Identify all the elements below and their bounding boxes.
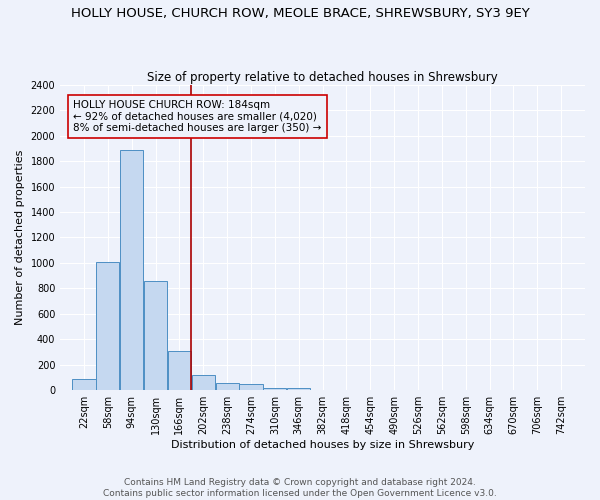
- Text: Contains HM Land Registry data © Crown copyright and database right 2024.
Contai: Contains HM Land Registry data © Crown c…: [103, 478, 497, 498]
- Bar: [168, 350, 191, 390]
- Y-axis label: Number of detached properties: Number of detached properties: [15, 150, 25, 325]
- Bar: [239, 384, 263, 390]
- Title: Size of property relative to detached houses in Shrewsbury: Size of property relative to detached ho…: [147, 70, 498, 84]
- Bar: [192, 375, 215, 390]
- Bar: [263, 388, 286, 390]
- Bar: [287, 388, 310, 390]
- Text: HOLLY HOUSE, CHURCH ROW, MEOLE BRACE, SHREWSBURY, SY3 9EY: HOLLY HOUSE, CHURCH ROW, MEOLE BRACE, SH…: [71, 8, 529, 20]
- Bar: [215, 383, 239, 390]
- Text: HOLLY HOUSE CHURCH ROW: 184sqm
← 92% of detached houses are smaller (4,020)
8% o: HOLLY HOUSE CHURCH ROW: 184sqm ← 92% of …: [73, 100, 322, 133]
- X-axis label: Distribution of detached houses by size in Shrewsbury: Distribution of detached houses by size …: [171, 440, 474, 450]
- Bar: [120, 150, 143, 390]
- Bar: [144, 280, 167, 390]
- Bar: [73, 379, 95, 390]
- Bar: [96, 262, 119, 390]
